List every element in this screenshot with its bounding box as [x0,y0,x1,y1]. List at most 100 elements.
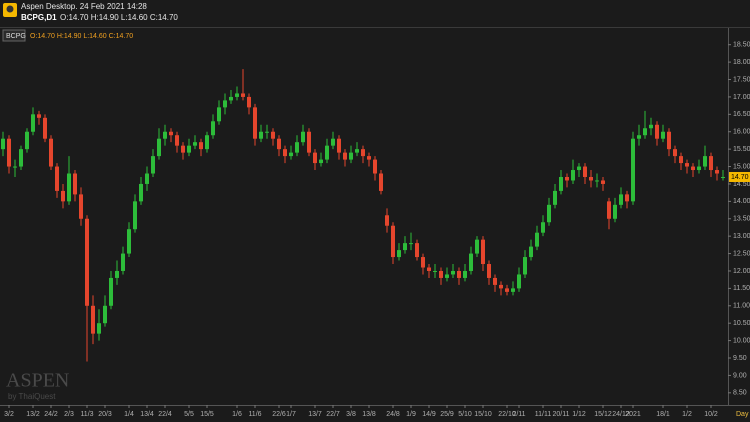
candle-body [199,142,203,150]
candle-body [625,194,629,202]
candle-body [259,131,263,139]
x-tick-label: 18/1 [656,411,670,418]
x-tick-label: 1/6 [232,411,242,418]
candle-body [97,323,101,334]
candle-body [283,149,287,157]
candle-body [145,173,149,184]
candle-body [319,159,323,164]
candle-body [481,239,485,265]
x-tick-label: 11/6 [248,411,261,418]
y-tick-label: 8.50 [733,390,747,397]
candle-body [571,170,575,181]
y-tick-label: 15.50 [733,146,750,153]
x-tick-label: 5/10 [458,411,472,418]
last-price-label: 14.70 [731,174,749,181]
candle-body [439,270,443,278]
candle-body [589,176,593,181]
candle-body [139,183,143,202]
y-tick-label: 14.50 [733,181,750,188]
x-tick-label: 13/8 [362,411,376,418]
candle-body [7,138,11,167]
candle-body [85,218,89,306]
candle-body [673,149,677,157]
candle-body [445,274,449,278]
x-tick-label: 1/9 [406,411,416,418]
x-tick-label: 22/10 [498,411,516,418]
candle-body [217,107,221,122]
x-tick-label: 22/7 [326,411,340,418]
candle-body [163,131,167,139]
x-tick-label: 2/3 [64,411,74,418]
candle-body [385,215,389,226]
candle-body [355,149,359,153]
y-tick-label: 13.00 [733,233,750,240]
x-tick-label: 24/8 [386,411,400,418]
candle-body [25,131,29,150]
x-tick-label: 1/4 [124,411,134,418]
candle-body [325,145,329,160]
legend-symbol: BCPG [6,33,26,40]
candle-body [667,131,671,150]
candle-body [529,246,533,258]
candle-body [229,96,233,101]
candle-body [103,305,107,324]
candle-body [181,145,185,153]
candle-body [631,138,635,202]
y-tick-label: 9.00 [733,372,747,379]
y-tick-label: 18.50 [733,42,750,49]
candle-body [433,270,437,272]
candle-body [535,232,539,247]
candle-body [553,190,557,205]
x-tick-label: 2/11 [512,411,525,418]
candle-body [415,243,419,258]
y-tick-label: 16.00 [733,129,750,136]
candle-body [295,142,299,153]
candle-body [421,257,425,268]
x-tick-label: 22/6 [272,411,286,418]
candle-body [619,194,623,205]
candle-body [19,149,23,167]
candle-body [211,121,215,136]
candle-body [703,156,707,167]
x-tick-label: 22/4 [158,411,172,418]
x-tick-label: 15/10 [474,411,492,418]
candle-body [361,149,365,157]
y-tick-label: 18.00 [733,59,750,66]
candle-body [1,138,5,150]
candle-body [175,135,179,146]
y-tick-label: 12.50 [733,250,750,257]
watermark-brand: ASPEN [6,370,69,392]
x-tick-label: 20/3 [98,411,112,418]
watermark-by: by ThaiQuest [8,392,56,401]
candle-body [187,145,191,153]
candle-body [277,138,281,150]
x-tick-label: 13/7 [308,411,322,418]
candle-body [79,194,83,219]
candle-body [577,166,581,171]
candle-body [493,277,497,285]
candle-body [31,114,35,132]
y-tick-label: 14.00 [733,198,750,205]
candle-body [115,270,119,278]
x-tick-label: 13/2 [26,411,40,418]
candle-body [61,190,65,202]
candle-body [517,274,521,289]
candle-body [559,176,563,191]
legend-ohlc: O:14.70 H:14.90 L:14.60 C:14.70 [30,33,133,40]
legend-box [2,29,26,42]
candle-body [169,131,173,136]
candle-body [91,305,95,334]
candle-body [709,156,713,171]
candle-body [313,152,317,164]
candle-body [13,166,17,168]
candle-body [271,131,275,139]
candle-body [637,135,641,139]
x-tick-label: 1/12 [572,411,586,418]
candle-body [223,100,227,108]
candle-body [247,96,251,108]
candle-body [679,156,683,164]
candle-body [127,229,131,254]
candle-body [607,201,611,219]
candle-body [193,142,197,146]
